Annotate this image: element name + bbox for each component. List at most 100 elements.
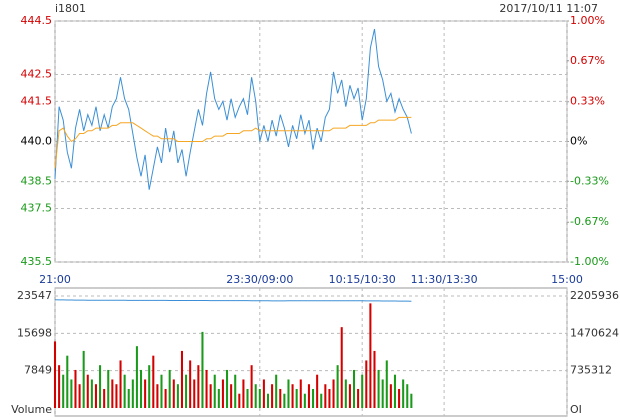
y-tick-label: 442.5 — [21, 68, 53, 81]
volume-bar — [53, 341, 57, 408]
volume-bar — [369, 303, 372, 408]
volume-bar — [148, 365, 151, 408]
volume-bar — [291, 384, 294, 408]
volume-bar — [340, 327, 343, 408]
volume-bar — [217, 388, 220, 408]
y2-tick-label: -0.67% — [570, 215, 609, 228]
volume-bar — [271, 384, 274, 408]
volume-bar — [238, 393, 241, 408]
x-tick-label: 11:30/13:30 — [411, 273, 478, 286]
volume-bar — [156, 384, 159, 408]
volume-bar — [70, 379, 73, 408]
volume-bar — [99, 365, 102, 408]
volume-bar — [389, 384, 392, 408]
x-tick-label: 21:00 — [39, 273, 71, 286]
volume-bar — [410, 393, 413, 408]
volume-bar — [115, 384, 118, 408]
volume-bar — [152, 355, 155, 408]
y-tick-label: 23547 — [17, 289, 52, 302]
line-average — [54, 116, 412, 169]
volume-bar — [299, 379, 302, 408]
volume-bar — [168, 369, 171, 408]
volume-bar — [283, 393, 286, 408]
y-axis-label: Volume — [11, 403, 52, 416]
volume-bar — [398, 388, 401, 408]
y2-tick-label: -0.33% — [570, 174, 609, 187]
volume-bar — [144, 379, 147, 408]
volume-bar — [131, 379, 134, 408]
volume-bar — [213, 374, 216, 408]
line-open-interest — [54, 299, 412, 302]
y-tick-label: 7849 — [24, 364, 52, 377]
volume-bar — [172, 379, 175, 408]
volume-bar — [230, 384, 233, 408]
volume-bar — [189, 360, 192, 408]
volume-bar — [78, 384, 81, 408]
y-tick-label: 440.0 — [21, 135, 53, 148]
y-tick-label: 441.5 — [21, 94, 53, 107]
volume-bar — [381, 379, 384, 408]
volume-bar — [205, 369, 208, 408]
volume-bar — [361, 374, 364, 408]
plot-frame — [54, 20, 568, 263]
volume-bar — [393, 374, 396, 408]
volume-bar — [139, 369, 143, 408]
volume-bar — [246, 388, 249, 408]
volume-bar — [336, 365, 339, 408]
y-tick-label: 444.5 — [21, 14, 53, 27]
volume-bar — [201, 331, 204, 408]
volume-bar — [352, 369, 356, 408]
y2-tick-label: 0.67% — [570, 54, 605, 67]
volume-bar — [160, 374, 163, 408]
volume-bar — [373, 350, 376, 408]
volume-bar — [90, 379, 93, 408]
volume-bar — [357, 388, 360, 408]
volume-bar — [123, 374, 126, 408]
volume-bar — [303, 393, 306, 408]
volume-bar — [62, 374, 65, 408]
volume-bar — [197, 365, 200, 408]
y2-tick-label: 1470624 — [570, 326, 619, 339]
volume-bar — [287, 379, 290, 408]
volume-bar — [226, 369, 229, 408]
volume-bar — [344, 379, 347, 408]
y2-tick-label: 0.33% — [570, 95, 605, 108]
volume-bar — [402, 379, 405, 408]
volume-bar — [332, 379, 335, 408]
volume-bar — [82, 350, 85, 408]
volume-bar — [279, 388, 282, 408]
line-price — [54, 28, 412, 190]
y2-tick-label: 2205936 — [570, 289, 619, 302]
volume-bar — [164, 388, 167, 408]
volume-bar — [111, 379, 114, 408]
y-tick-label: 435.5 — [21, 255, 53, 268]
y2-tick-label: 735312 — [570, 364, 612, 377]
volume-bar — [365, 360, 368, 408]
volume-bar — [180, 350, 183, 408]
x-tick-label: 10:15/10:30 — [329, 273, 396, 286]
y2-axis-label: OI — [570, 403, 582, 416]
volume-bar — [316, 374, 319, 408]
volume-bar — [234, 374, 237, 408]
volume-bar — [86, 374, 89, 408]
volume-bar — [66, 355, 69, 408]
volume-bar — [275, 374, 278, 408]
y2-tick-label: -1.00% — [570, 255, 609, 268]
x-tick-label: 23:30/09:00 — [226, 273, 293, 286]
y-tick-label: 437.5 — [21, 201, 53, 214]
volume-bar — [176, 384, 179, 408]
volume-bar — [385, 360, 388, 408]
volume-bar — [185, 374, 188, 408]
volume-bar — [348, 384, 351, 408]
volume-bar — [127, 388, 130, 408]
y2-tick-label: 0% — [570, 135, 587, 148]
volume-bar — [119, 360, 122, 408]
volume-bar — [262, 379, 265, 408]
volume-bar — [250, 365, 253, 408]
y2-tick-label: 1.00% — [570, 14, 605, 27]
volume-bar — [94, 384, 97, 408]
volume-bar — [103, 388, 106, 408]
volume-bar — [258, 388, 261, 408]
y-tick-label: 15698 — [17, 326, 52, 339]
